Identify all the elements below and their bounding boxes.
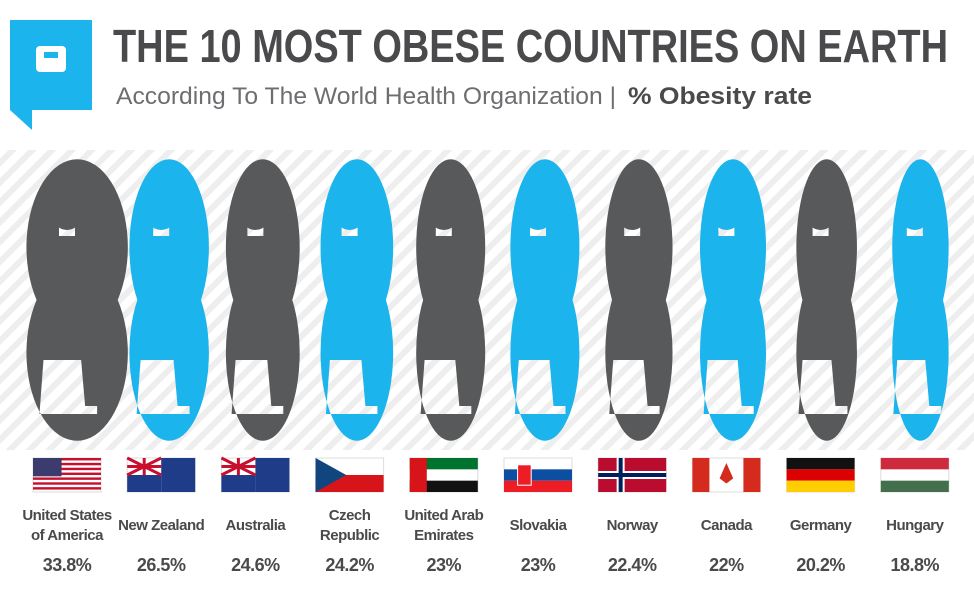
value-label: 24.6% xyxy=(231,555,280,575)
flag-part xyxy=(33,467,101,471)
flag-part xyxy=(126,456,162,477)
flag xyxy=(32,457,102,493)
chart-subtitle: According To The World Health Organizati… xyxy=(116,83,616,110)
person-figure xyxy=(699,159,766,441)
person-figure xyxy=(605,159,673,441)
value-label: 33.8% xyxy=(42,555,92,575)
flag xyxy=(691,457,761,493)
flag-part xyxy=(33,482,101,485)
country-label: United Arab Emirates xyxy=(404,507,484,544)
flag-part xyxy=(598,458,667,492)
measure-label: % Obesity rate xyxy=(628,83,812,110)
country-label: Hungary xyxy=(886,517,944,534)
flag-part xyxy=(880,458,949,470)
flag-part xyxy=(33,458,62,477)
person-figure xyxy=(892,159,949,441)
flag-part xyxy=(33,462,101,466)
flag-part xyxy=(221,475,256,492)
flag-part xyxy=(692,458,710,492)
country-label: Czech Republic xyxy=(319,507,380,544)
flag-part xyxy=(517,464,532,486)
value-label: 22% xyxy=(709,555,744,575)
person-figure xyxy=(320,159,394,441)
flag-part xyxy=(409,458,427,492)
country-label: Australia xyxy=(225,517,286,534)
flag xyxy=(409,457,479,493)
flag-part xyxy=(504,469,572,481)
flag xyxy=(503,457,573,493)
flag-part xyxy=(220,456,257,477)
chart-title: THE 10 MOST OBESE COUNTRIES ON EARTH xyxy=(113,20,948,72)
person-figure xyxy=(796,159,857,441)
flag xyxy=(315,457,385,493)
flag xyxy=(220,456,290,493)
flag-part xyxy=(880,480,949,492)
flag xyxy=(880,457,950,493)
value-label: 22.4% xyxy=(607,555,657,575)
person-figure xyxy=(129,159,209,441)
flag-part xyxy=(409,480,478,492)
person-figure xyxy=(225,159,300,441)
flag xyxy=(597,457,667,493)
flag xyxy=(126,456,196,493)
value-label: 18.8% xyxy=(890,555,940,575)
country-label: Slovakia xyxy=(509,517,567,534)
flag xyxy=(786,457,856,493)
value-label: 20.2% xyxy=(796,555,845,575)
person-figure xyxy=(26,159,128,441)
flag-part xyxy=(786,480,855,492)
flag-part xyxy=(255,458,290,492)
value-label: 24.2% xyxy=(325,555,374,575)
country-label: Norway xyxy=(606,517,659,534)
flag-part xyxy=(786,469,855,481)
value-label: 26.5% xyxy=(136,555,186,575)
flag-part xyxy=(127,475,162,492)
value-label: 23% xyxy=(520,555,556,575)
flag-part xyxy=(743,458,761,492)
flag-part xyxy=(719,463,734,484)
flag-part xyxy=(315,458,347,492)
country-label: Canada xyxy=(700,517,753,534)
flag-part xyxy=(786,458,855,470)
flag-part xyxy=(504,480,572,492)
flag-part xyxy=(33,487,101,490)
logo-icon xyxy=(10,20,92,130)
country-label: Germany xyxy=(789,517,852,534)
flag-part xyxy=(33,458,101,461)
person-figure xyxy=(416,159,486,441)
flag-part xyxy=(161,458,196,492)
country-label: New Zealand xyxy=(118,517,205,534)
flag-part xyxy=(33,477,101,480)
flag-part xyxy=(409,458,478,470)
person-figure xyxy=(510,159,580,441)
country-label: United States of America xyxy=(22,507,112,544)
value-label: 23% xyxy=(426,555,462,575)
flag-part xyxy=(33,472,101,475)
